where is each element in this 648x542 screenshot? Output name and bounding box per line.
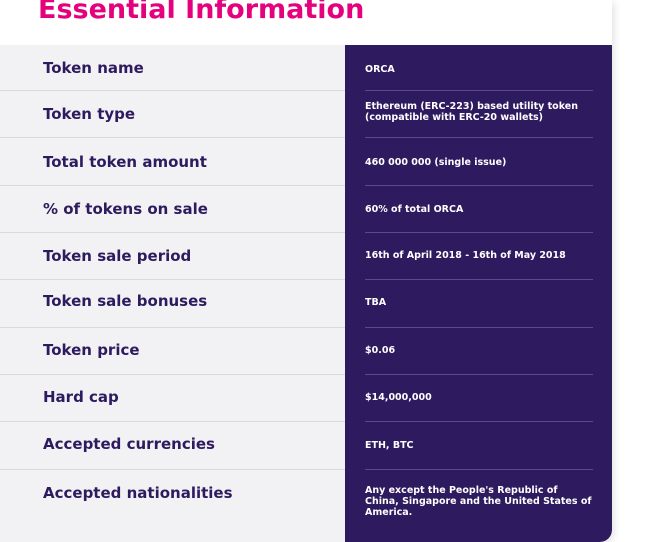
row-divider bbox=[365, 279, 593, 280]
page-title: Essential Information bbox=[38, 0, 365, 25]
row-label-hard-cap: Hard cap bbox=[43, 388, 119, 406]
table-row: Hard cap $14,000,000 bbox=[0, 375, 612, 422]
row-divider bbox=[365, 185, 593, 186]
row-divider bbox=[0, 374, 345, 375]
row-divider bbox=[0, 90, 345, 91]
info-card: Essential Information Token name ORCA To… bbox=[0, 0, 612, 542]
row-value-token-sale-bonuses: TBA bbox=[365, 297, 387, 308]
table-row: Total token amount 460 000 000 (single i… bbox=[0, 138, 612, 186]
title-strip bbox=[0, 0, 612, 45]
row-divider bbox=[365, 374, 593, 375]
row-divider bbox=[365, 421, 593, 422]
row-value-accepted-currencies: ETH, BTC bbox=[365, 440, 414, 451]
row-label-tokens-on-sale: % of tokens on sale bbox=[43, 200, 208, 218]
row-value-token-sale-period: 16th of April 2018 - 16th of May 2018 bbox=[365, 250, 566, 261]
row-divider bbox=[365, 90, 593, 91]
row-divider bbox=[0, 185, 345, 186]
row-divider bbox=[0, 279, 345, 280]
values-panel bbox=[345, 45, 612, 542]
row-value-token-name: ORCA bbox=[365, 64, 395, 75]
row-label-total-token-amount: Total token amount bbox=[43, 153, 207, 171]
row-label-token-name: Token name bbox=[43, 59, 144, 77]
row-value-token-price: $0.06 bbox=[365, 345, 396, 356]
row-divider bbox=[365, 137, 593, 138]
row-label-accepted-currencies: Accepted currencies bbox=[43, 435, 215, 453]
row-label-token-sale-period: Token sale period bbox=[43, 247, 192, 265]
row-label-token-sale-bonuses: Token sale bonuses bbox=[43, 292, 208, 310]
row-label-accepted-nationalities: Accepted nationalities bbox=[43, 484, 233, 502]
row-divider bbox=[0, 137, 345, 138]
table-row: Token name ORCA bbox=[0, 45, 612, 91]
row-value-total-token-amount: 460 000 000 (single issue) bbox=[365, 157, 507, 168]
row-divider bbox=[0, 327, 345, 328]
row-value-tokens-on-sale: 60% of total ORCA bbox=[365, 204, 464, 215]
row-divider bbox=[365, 232, 593, 233]
table-row: Token type Ethereum (ERC-223) based util… bbox=[0, 91, 612, 138]
row-divider bbox=[365, 469, 593, 470]
table-row: Token price $0.06 bbox=[0, 328, 612, 375]
row-divider bbox=[0, 421, 345, 422]
row-divider bbox=[0, 469, 345, 470]
table-row: Accepted nationalities Any except the Pe… bbox=[0, 470, 612, 542]
row-value-accepted-nationalities: Any except the People's Republic of Chin… bbox=[365, 485, 592, 518]
table-row: Accepted currencies ETH, BTC bbox=[0, 422, 612, 470]
table-row: Token sale bonuses TBA bbox=[0, 280, 612, 328]
row-divider bbox=[0, 232, 345, 233]
row-value-hard-cap: $14,000,000 bbox=[365, 392, 432, 403]
row-value-token-type: Ethereum (ERC-223) based utility token (… bbox=[365, 101, 578, 123]
row-label-token-type: Token type bbox=[43, 105, 136, 123]
row-label-token-price: Token price bbox=[43, 341, 140, 359]
table-row: % of tokens on sale 60% of total ORCA bbox=[0, 186, 612, 233]
row-divider bbox=[365, 327, 593, 328]
table-row: Token sale period 16th of April 2018 - 1… bbox=[0, 233, 612, 280]
